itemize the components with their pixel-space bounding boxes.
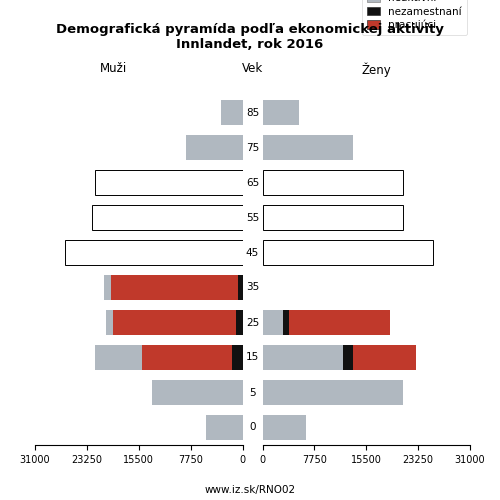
Text: www.iz.sk/RNO02: www.iz.sk/RNO02 xyxy=(204,485,296,495)
Bar xyxy=(206,415,242,440)
Text: 25: 25 xyxy=(246,318,259,328)
Text: 55: 55 xyxy=(246,212,259,222)
Text: 15: 15 xyxy=(246,352,259,362)
Text: Vek: Vek xyxy=(242,62,263,76)
Text: 65: 65 xyxy=(246,178,259,188)
Text: Demografická pyramída podľa ekonomickej aktivity: Demografická pyramída podľa ekonomickej … xyxy=(56,22,444,36)
Bar xyxy=(112,310,236,335)
Bar xyxy=(262,240,433,265)
Bar xyxy=(343,345,353,370)
Bar xyxy=(65,240,242,265)
Bar xyxy=(262,100,300,125)
Bar xyxy=(262,170,403,195)
Bar xyxy=(221,100,242,125)
Bar xyxy=(282,310,290,335)
Bar xyxy=(232,345,242,370)
Bar xyxy=(262,380,403,405)
Bar xyxy=(236,310,242,335)
Text: Muži: Muži xyxy=(100,62,128,76)
Bar xyxy=(262,135,353,160)
Text: 45: 45 xyxy=(246,248,259,258)
Bar xyxy=(262,415,306,440)
Bar xyxy=(152,380,242,405)
Text: 75: 75 xyxy=(246,142,259,152)
Bar xyxy=(142,345,233,370)
Text: Innlandet, rok 2016: Innlandet, rok 2016 xyxy=(176,38,324,51)
Text: Ženy: Ženy xyxy=(362,62,392,77)
Text: 0: 0 xyxy=(249,422,256,432)
Bar xyxy=(290,310,390,335)
Bar xyxy=(186,135,242,160)
Bar xyxy=(95,345,142,370)
Bar xyxy=(238,275,242,300)
Bar xyxy=(262,310,282,335)
Bar xyxy=(104,275,110,300)
Bar xyxy=(353,345,416,370)
Legend: neaktívni, nezamestnaní, pracujúci: neaktívni, nezamestnaní, pracujúci xyxy=(362,0,467,36)
Bar xyxy=(110,275,238,300)
Bar xyxy=(92,205,242,230)
Text: 85: 85 xyxy=(246,108,259,118)
Text: 5: 5 xyxy=(249,388,256,398)
Bar xyxy=(262,345,343,370)
Bar xyxy=(95,170,242,195)
Text: 35: 35 xyxy=(246,282,259,292)
Bar xyxy=(106,310,112,335)
Bar xyxy=(262,205,403,230)
